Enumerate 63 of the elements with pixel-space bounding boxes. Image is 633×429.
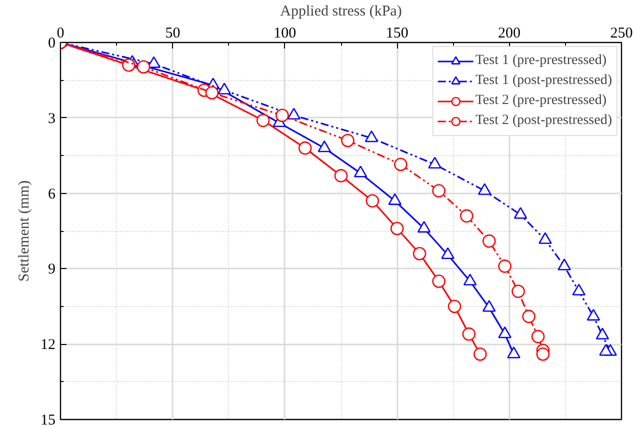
legend-label: Test 1 (pre-prestressed) — [475, 53, 607, 69]
point — [412, 246, 426, 260]
point — [473, 348, 487, 361]
y-tick-label: 12 — [40, 337, 56, 354]
point — [498, 326, 512, 338]
point — [460, 209, 474, 223]
x-tick-label: 150 — [386, 26, 408, 42]
legend-label: Test 1 (post-prestressed) — [475, 73, 612, 89]
y-tick-label: 6 — [48, 186, 56, 202]
point — [276, 108, 289, 122]
point — [558, 258, 571, 270]
x-axis-title: Applied stress (kPa) — [280, 4, 402, 20]
point — [364, 130, 378, 142]
point — [572, 284, 586, 296]
y-axis-title: Settlement (mm) — [16, 180, 32, 282]
point — [417, 220, 431, 233]
y-tick-label: 15 — [40, 412, 56, 428]
point — [122, 58, 136, 72]
point — [256, 114, 270, 128]
point — [366, 194, 380, 208]
point — [507, 346, 520, 358]
point — [218, 82, 231, 94]
point — [390, 222, 404, 236]
point — [428, 156, 442, 169]
y-tick-label: 9 — [48, 262, 56, 278]
legend-label: Test 2 (pre-prestressed) — [475, 93, 607, 109]
point — [463, 274, 477, 286]
point — [599, 344, 612, 356]
point — [514, 207, 528, 219]
point — [538, 232, 552, 244]
point — [596, 328, 610, 340]
point — [205, 86, 219, 100]
point — [136, 60, 150, 74]
point — [341, 134, 354, 148]
legend-label: Test 2 (post-prestressed) — [475, 113, 612, 129]
y-tick-label: 0 — [48, 36, 56, 52]
point — [441, 247, 454, 259]
point — [448, 300, 462, 314]
point — [482, 234, 496, 248]
point — [334, 169, 348, 182]
x-tick-label: 50 — [165, 26, 180, 42]
point — [531, 330, 545, 344]
point — [482, 300, 496, 312]
point — [432, 274, 446, 288]
point — [478, 183, 492, 195]
point — [388, 193, 402, 205]
point — [432, 184, 446, 198]
point — [536, 348, 550, 361]
point — [462, 327, 476, 341]
x-tick-label: 100 — [274, 26, 296, 42]
point — [298, 141, 312, 155]
y-tick-label: 3 — [48, 110, 56, 127]
point — [318, 140, 332, 152]
point — [498, 260, 512, 273]
point — [522, 310, 536, 324]
point — [394, 158, 408, 172]
point — [586, 308, 600, 321]
point — [512, 284, 525, 298]
point — [147, 56, 160, 68]
point — [354, 166, 368, 178]
x-tick-label: 200 — [498, 26, 521, 42]
x-tick-label: 250 — [610, 26, 633, 42]
point — [287, 108, 301, 120]
